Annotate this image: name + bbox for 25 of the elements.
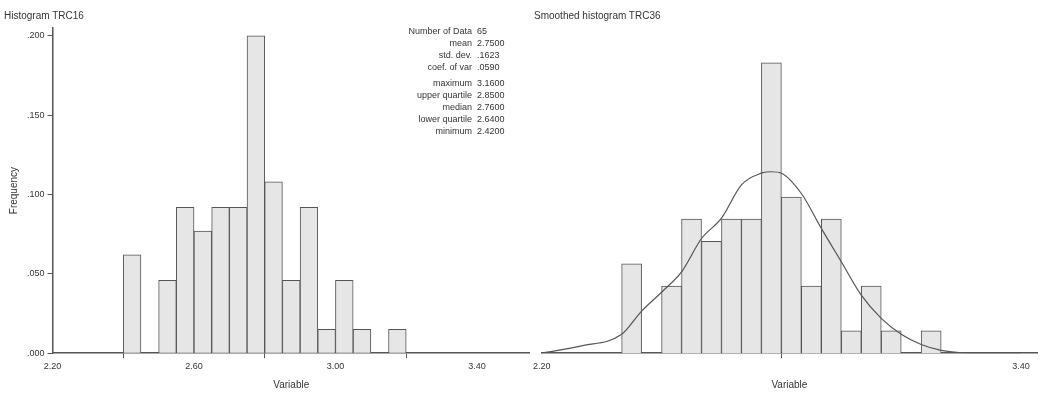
- chart-title: Histogram TRC16: [4, 9, 85, 21]
- annotation: lower quartile 2.6400: [418, 114, 505, 125]
- chart-title: Smoothed histogram TRC36: [534, 9, 661, 21]
- y-tick-label: .150: [26, 109, 45, 120]
- x-tick-label: 3.40: [468, 361, 486, 372]
- x-tick-label: 2.20: [43, 361, 62, 372]
- x-tick-label: 3.00: [326, 361, 345, 372]
- x-tick-label: 3.40: [1012, 361, 1030, 372]
- y-axis-title: Frequency: [7, 166, 19, 215]
- x-axis-title: Variable: [771, 378, 808, 390]
- annotation: median 2.7600: [442, 102, 505, 113]
- annotation: coef. of var .0590: [427, 62, 500, 73]
- y-tick-label: .000: [26, 347, 45, 358]
- annotation: maximum 3.1600: [432, 78, 505, 89]
- x-axis-title: Variable: [273, 378, 310, 390]
- x-tick-label: 2.60: [185, 361, 203, 372]
- annotation: Number of Data 65: [408, 26, 488, 37]
- y-tick-label: .200: [26, 30, 45, 41]
- annotation: mean 2.7500: [449, 38, 505, 49]
- x-tick-label: 2.20: [532, 361, 551, 372]
- y-tick-label: .050: [26, 268, 45, 279]
- annotation: upper quartile 2.8500: [416, 90, 505, 101]
- annotation: minimum 2.4200: [435, 126, 505, 137]
- y-tick-label: .100: [26, 189, 45, 200]
- annotation: std. dev. .1623: [438, 50, 500, 61]
